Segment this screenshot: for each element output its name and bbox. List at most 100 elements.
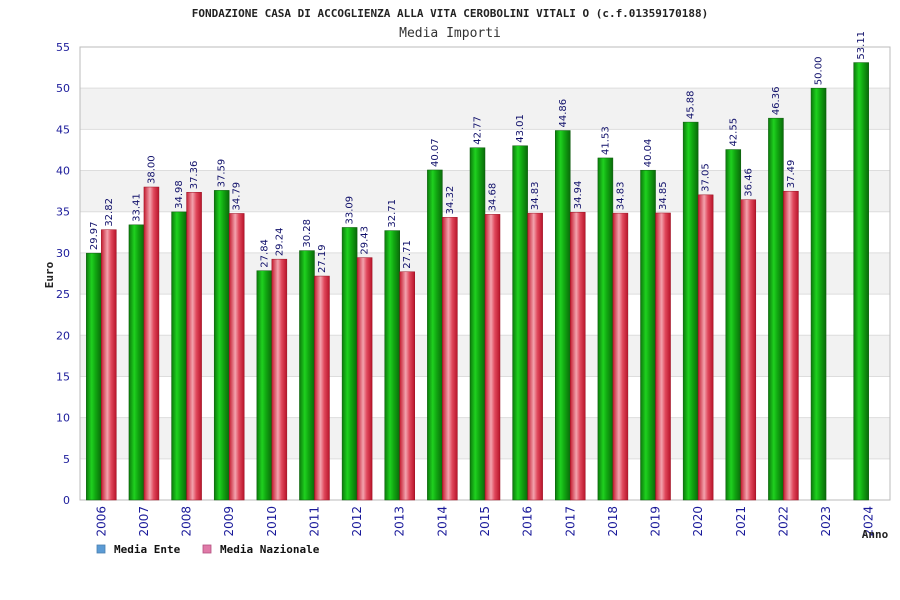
y-tick-label: 15 <box>56 370 70 383</box>
x-axis-ticks: 2006 2007 2008 2009 2010 2011 2012 2013 2014 2015… <box>94 506 875 537</box>
bar-media-ente-2009 <box>213 190 230 501</box>
bar-media-nazionale-2014 <box>442 217 458 501</box>
data-label-media-ente-2011: 30.28 <box>302 219 313 248</box>
x-tick-label-2022: 2022 <box>776 506 790 537</box>
y-tick-label: 35 <box>56 206 70 219</box>
y-tick-label: 30 <box>56 247 70 260</box>
data-label-media-nazionale-2022: 37.49 <box>786 160 797 189</box>
x-tick-label-2007: 2007 <box>137 506 151 537</box>
bar-media-nazionale-2013 <box>399 271 415 501</box>
x-tick-label-2009: 2009 <box>222 506 236 537</box>
y-tick-label: 55 <box>56 41 70 54</box>
data-label-media-ente-2024: 53.11 <box>856 31 867 60</box>
y-tick-label: 45 <box>56 123 70 136</box>
x-tick-label-2012: 2012 <box>350 506 364 537</box>
bar-media-ente-2014 <box>427 169 443 501</box>
bar-media-ente-2017 <box>555 130 571 501</box>
y-tick-label: 5 <box>63 453 70 466</box>
y-tick-label: 40 <box>56 165 70 178</box>
data-label-media-nazionale-2014: 34.32 <box>445 186 456 215</box>
bar-media-nazionale-2012 <box>356 257 373 501</box>
y-tick-label: 25 <box>56 288 70 301</box>
data-label-media-ente-2020: 45.88 <box>686 90 697 119</box>
bar-media-nazionale-2011 <box>314 275 330 501</box>
x-tick-label-2020: 2020 <box>691 506 705 537</box>
data-label-media-ente-2008: 34.98 <box>174 180 185 209</box>
legend-label-media-nazionale: Media Nazionale <box>220 543 320 556</box>
bar-media-nazionale-2010 <box>271 258 288 501</box>
bar-media-ente-2022 <box>768 117 784 501</box>
x-tick-label-2015: 2015 <box>478 506 492 537</box>
data-label-media-ente-2013: 32.71 <box>387 199 398 228</box>
bar-media-ente-2011 <box>299 250 315 501</box>
data-label-media-ente-2022: 46.36 <box>771 87 782 116</box>
data-labels: 29.97 32.82 33.41 38.00 34.98 37.36 37.59 34.79… <box>89 31 867 273</box>
data-label-media-nazionale-2007: 38.00 <box>146 155 157 184</box>
data-label-media-nazionale-2020: 37.05 <box>701 163 712 192</box>
data-label-media-ente-2023: 50.00 <box>814 57 825 86</box>
bar-media-ente-2012 <box>341 227 358 501</box>
data-label-media-nazionale-2019: 34.85 <box>658 181 669 210</box>
bar-media-nazionale-2020 <box>697 194 714 501</box>
bar-media-nazionale-2021 <box>740 199 757 501</box>
bar-media-nazionale-2017 <box>570 211 586 501</box>
bar-media-nazionale-2008 <box>186 192 202 501</box>
data-label-media-ente-2017: 44.86 <box>558 99 569 128</box>
y-tick-label: 0 <box>63 494 70 507</box>
grid-band <box>80 88 890 130</box>
y-tick-label: 10 <box>56 412 70 425</box>
bar-media-ente-2021 <box>725 149 742 501</box>
data-label-media-ente-2018: 41.53 <box>600 126 611 155</box>
y-tick-label: 20 <box>56 329 70 342</box>
x-tick-label-2013: 2013 <box>393 506 407 537</box>
bar-media-ente-2008 <box>171 211 187 501</box>
y-axis-label: Euro <box>43 261 56 288</box>
chart-subtitle: Media Importi <box>399 26 501 41</box>
data-label-media-nazionale-2018: 34.83 <box>615 181 626 210</box>
x-tick-label-2016: 2016 <box>521 506 535 537</box>
bar-media-ente-2018 <box>597 157 614 501</box>
data-label-media-nazionale-2015: 34.68 <box>488 183 499 212</box>
data-label-media-ente-2019: 40.04 <box>643 139 654 168</box>
legend-label-media-ente: Media Ente <box>114 543 181 556</box>
data-label-media-nazionale-2011: 27.19 <box>317 244 328 273</box>
data-label-media-ente-2006: 29.97 <box>89 222 100 251</box>
data-label-media-nazionale-2009: 34.79 <box>232 182 243 211</box>
data-label-media-ente-2014: 40.07 <box>430 138 441 167</box>
data-label-media-ente-2021: 42.55 <box>728 118 739 147</box>
bar-media-ente-2023 <box>810 87 827 501</box>
data-label-media-ente-2010: 27.84 <box>259 239 270 268</box>
data-label-media-nazionale-2021: 36.46 <box>743 168 754 197</box>
grid-band <box>80 47 890 89</box>
bar-media-nazionale-2022 <box>783 190 799 501</box>
data-label-media-ente-2016: 43.01 <box>515 114 526 143</box>
y-axis-ticks: 0 5 10 15 20 25 30 35 40 45 50 55 <box>56 41 70 507</box>
data-label-media-nazionale-2017: 34.94 <box>573 181 584 210</box>
x-tick-label-2017: 2017 <box>563 506 577 537</box>
x-tick-label-2023: 2023 <box>819 506 833 537</box>
bar-media-ente-2016 <box>512 145 528 501</box>
bar-media-ente-2019 <box>640 169 656 501</box>
chart-title: FONDAZIONE CASA DI ACCOGLIENZA ALLA VITA… <box>192 7 709 20</box>
x-tick-label-2018: 2018 <box>606 506 620 537</box>
bar-media-nazionale-2006 <box>101 229 117 501</box>
bars <box>86 62 869 501</box>
x-tick-label-2011: 2011 <box>307 506 321 537</box>
data-label-media-nazionale-2012: 29.43 <box>360 226 371 255</box>
x-tick-label-2019: 2019 <box>649 506 663 537</box>
x-tick-label-2021: 2021 <box>734 506 748 537</box>
bar-media-ente-2020 <box>682 121 699 501</box>
bar-media-ente-2013 <box>384 230 400 501</box>
x-tick-label-2008: 2008 <box>180 506 194 537</box>
bar-media-ente-2015 <box>469 147 486 501</box>
bar-media-ente-2024 <box>853 62 869 501</box>
data-label-media-nazionale-2006: 32.82 <box>104 198 115 227</box>
data-label-media-ente-2015: 42.77 <box>473 116 484 145</box>
bar-media-nazionale-2007 <box>143 186 160 501</box>
x-tick-label-2024: 2024 <box>862 506 876 537</box>
data-label-media-nazionale-2010: 29.24 <box>274 228 285 257</box>
data-label-media-nazionale-2016: 34.83 <box>530 181 541 210</box>
data-label-media-ente-2009: 37.59 <box>217 159 228 188</box>
data-label-media-nazionale-2008: 37.36 <box>189 161 200 190</box>
